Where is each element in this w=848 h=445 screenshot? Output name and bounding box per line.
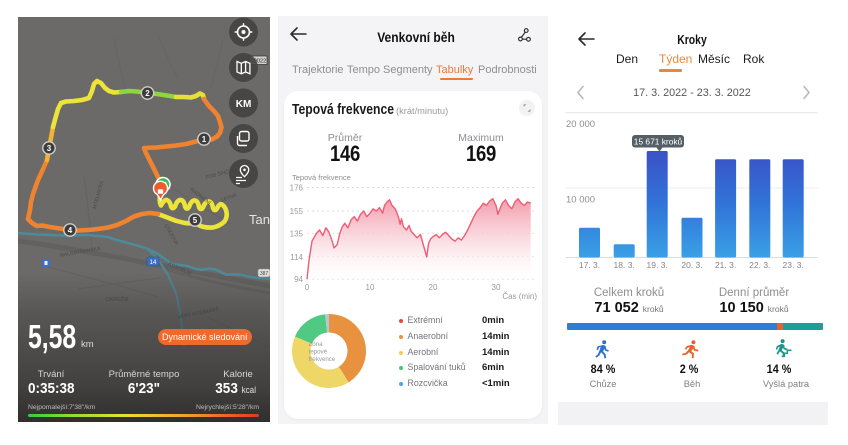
svg-text:LETNA: LETNA: [221, 192, 239, 204]
svg-text:4: 4: [68, 226, 73, 235]
svg-text:21. 3.: 21. 3.: [715, 260, 736, 270]
svg-text:10 000: 10 000: [566, 195, 595, 206]
svg-text:0: 0: [305, 283, 310, 292]
svg-text:155: 155: [290, 207, 304, 216]
svg-text:10: 10: [366, 283, 375, 292]
svg-text:tepové: tepové: [308, 349, 327, 356]
svg-text:22. 3.: 22. 3.: [749, 260, 770, 270]
svg-text:KM: KM: [236, 99, 252, 110]
svg-text:30: 30: [492, 283, 501, 292]
svg-text:17. 3.: 17. 3.: [579, 260, 600, 270]
svg-text:Čas (min): Čas (min): [502, 292, 537, 301]
svg-text:frekvence: frekvence: [308, 356, 335, 363]
svg-text:114: 114: [290, 253, 303, 262]
svg-text:18. 3.: 18. 3.: [614, 260, 635, 270]
svg-text:5: 5: [193, 216, 198, 225]
svg-text:19. 3.: 19. 3.: [647, 260, 668, 270]
svg-text:15 671 kroků: 15 671 kroků: [634, 136, 683, 146]
svg-text:135: 135: [290, 229, 304, 238]
svg-text:3: 3: [47, 144, 52, 153]
svg-text:176: 176: [290, 184, 304, 193]
svg-text:2: 2: [145, 89, 150, 98]
svg-text:1: 1: [202, 135, 207, 144]
svg-text:20: 20: [429, 283, 438, 292]
svg-text:Tan: Tan: [249, 212, 270, 227]
svg-text:14: 14: [150, 260, 157, 266]
svg-text:23. 3.: 23. 3.: [783, 260, 804, 270]
svg-text:20 000: 20 000: [566, 119, 595, 130]
svg-text:Zóna: Zóna: [308, 341, 323, 348]
svg-text:94: 94: [294, 275, 303, 284]
svg-text:29022: 29022: [251, 59, 266, 65]
svg-text:20. 3.: 20. 3.: [681, 260, 702, 270]
